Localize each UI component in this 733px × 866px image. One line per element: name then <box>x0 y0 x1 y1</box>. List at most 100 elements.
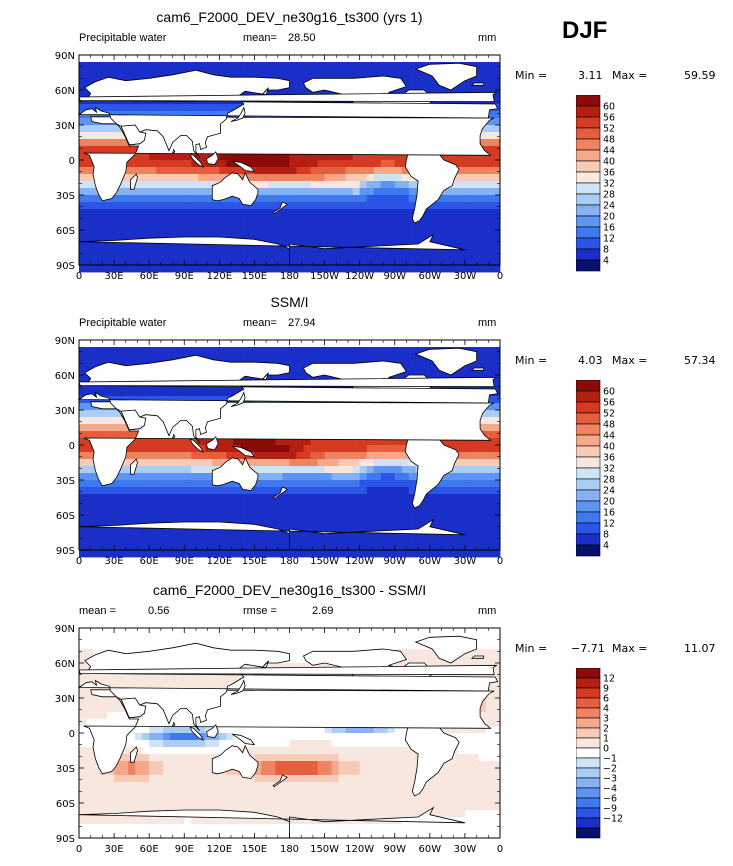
field-cell <box>142 251 150 259</box>
field-cell <box>352 438 361 446</box>
field-cell <box>177 677 185 685</box>
field-cell <box>135 452 143 460</box>
field-cell <box>317 726 325 734</box>
field-cell <box>310 153 318 161</box>
field-cell <box>436 223 445 231</box>
field-cell <box>86 649 94 657</box>
field-cell <box>163 543 171 551</box>
field-cell <box>436 230 445 238</box>
field-cell <box>156 153 164 161</box>
field-cell <box>149 677 157 685</box>
field-cell <box>121 431 129 439</box>
field-cell <box>345 188 354 196</box>
field-cell <box>79 265 87 273</box>
field-cell <box>289 368 297 376</box>
field-cell <box>422 76 431 84</box>
field-cell <box>100 698 108 706</box>
field-cell <box>170 174 178 182</box>
field-cell <box>121 174 129 182</box>
field-cell <box>478 487 487 495</box>
field-cell <box>86 76 94 84</box>
field-cell <box>261 216 269 224</box>
field-cell <box>492 188 501 196</box>
field-cell <box>156 195 164 203</box>
field-cell <box>149 153 157 161</box>
field-cell <box>198 111 206 119</box>
field-cell <box>121 635 129 643</box>
field-cell <box>79 76 87 84</box>
field-cell <box>492 424 501 432</box>
field-cell <box>212 501 220 509</box>
field-cell <box>100 417 108 425</box>
field-cell <box>317 459 325 467</box>
field-cell <box>303 258 311 266</box>
field-cell <box>380 167 389 175</box>
field-cell <box>142 230 150 238</box>
field-cell <box>191 160 199 168</box>
field-cell <box>149 188 157 196</box>
field-cell <box>303 522 311 530</box>
field-cell <box>394 251 403 259</box>
field-cell <box>149 195 157 203</box>
field-cell <box>471 529 480 537</box>
field-cell <box>366 635 375 643</box>
field-cell <box>198 452 206 460</box>
colorbar-swatch <box>576 533 601 546</box>
field-cell <box>156 733 164 741</box>
field-cell <box>128 508 136 516</box>
field-cell <box>352 642 361 650</box>
field-cell <box>86 550 94 558</box>
field-cell <box>366 195 375 203</box>
field-cell <box>492 244 501 252</box>
field-cell <box>289 466 297 474</box>
field-cell <box>198 480 206 488</box>
field-cell <box>254 536 262 544</box>
colorbar-label: 8 <box>603 530 609 541</box>
field-cell <box>86 347 94 355</box>
field-cell <box>352 740 361 748</box>
field-cell <box>443 216 452 224</box>
field-cell <box>198 174 206 182</box>
field-cell <box>471 167 480 175</box>
field-cell <box>457 181 466 189</box>
field-cell <box>149 223 157 231</box>
field-cell <box>107 410 115 418</box>
field-cell <box>401 167 410 175</box>
field-cell <box>408 649 417 657</box>
field-cell <box>247 515 255 523</box>
field-cell <box>317 223 325 231</box>
field-cell <box>226 508 234 516</box>
field-cell <box>289 76 297 84</box>
field-cell <box>317 536 325 544</box>
min-label: Min = <box>515 354 548 367</box>
field-cell <box>450 494 459 502</box>
field-cell <box>247 543 255 551</box>
field-cell <box>233 529 241 537</box>
field-cell <box>492 740 501 748</box>
field-cell <box>254 209 262 217</box>
field-cell <box>478 635 487 643</box>
field-cell <box>79 104 87 112</box>
field-cell <box>331 459 340 467</box>
field-cell <box>226 445 234 453</box>
field-cell <box>429 508 438 516</box>
field-cell <box>352 167 361 175</box>
field-cell <box>324 726 332 734</box>
field-cell <box>443 251 452 259</box>
field-cell <box>212 740 220 748</box>
field-cell <box>205 230 213 238</box>
field-cell <box>268 216 276 224</box>
field-cell <box>212 69 220 77</box>
field-cell <box>184 733 192 741</box>
field-cell <box>275 480 283 488</box>
field-cell <box>289 726 297 734</box>
field-cell <box>338 494 347 502</box>
field-cell <box>485 209 494 217</box>
field-cell <box>107 642 115 650</box>
field-cell <box>303 230 311 238</box>
field-cell <box>450 195 459 203</box>
field-cell <box>149 104 157 112</box>
field-cell <box>310 733 318 741</box>
panel-title: cam6_F2000_DEV_ne30g16_ts300 - SSM/I <box>152 582 427 598</box>
field-cell <box>485 536 494 544</box>
